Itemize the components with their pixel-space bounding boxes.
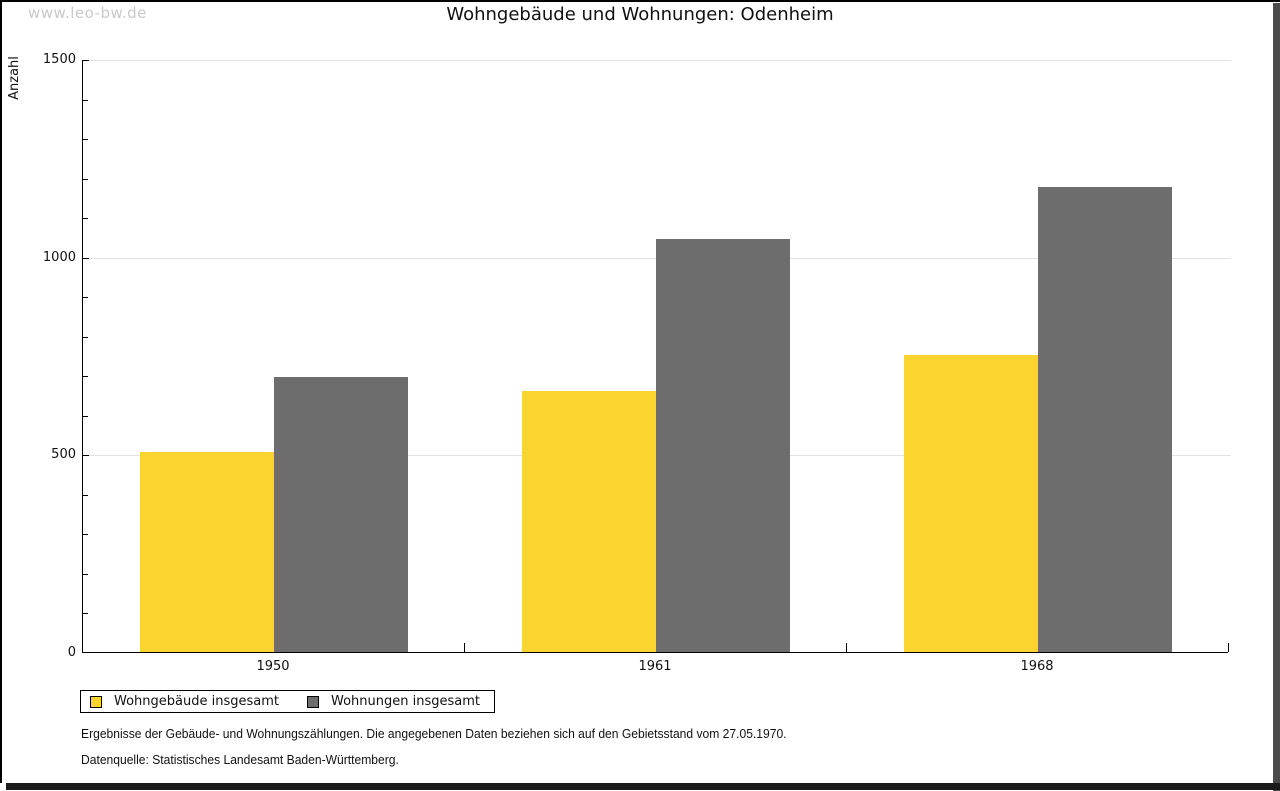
window-border-bottom — [6, 783, 1280, 790]
legend: Wohngebäude insgesamt Wohnungen insgesam… — [80, 690, 495, 713]
y-tick-label-500: 500 — [51, 447, 76, 463]
bar-wohngeb-ude-insgesamt-1961 — [522, 391, 656, 652]
y-tick-600 — [83, 415, 88, 417]
legend-item-wohngebaeude: Wohngebäude insgesamt — [90, 694, 279, 709]
x-category-label-1950: 1950 — [256, 659, 290, 674]
y-tick-1100 — [83, 218, 88, 220]
x-boundary-tick-1 — [464, 643, 465, 652]
y-tick-label-1500: 1500 — [42, 52, 76, 67]
legend-item-wohnungen: Wohnungen insgesamt — [307, 694, 480, 709]
plot-area — [82, 60, 1231, 653]
y-tick-700 — [83, 376, 88, 378]
y-tick-200 — [83, 573, 88, 575]
legend-label: Wohngebäude insgesamt — [114, 694, 279, 709]
y-tick-300 — [83, 534, 88, 536]
bar-wohngeb-ude-insgesamt-1968 — [904, 355, 1038, 652]
x-category-label-1961: 1961 — [638, 659, 672, 674]
legend-swatch-gray-icon — [307, 695, 319, 708]
y-tick-label-0: 0 — [67, 645, 76, 660]
bar-wohngeb-ude-insgesamt-1950 — [140, 452, 274, 652]
x-boundary-tick-3 — [1228, 643, 1229, 652]
bar-wohnungen-insgesamt-1950 — [274, 377, 408, 652]
bar-wohnungen-insgesamt-1968 — [1038, 187, 1172, 652]
window-border-left — [0, 0, 2, 783]
y-tick-800 — [83, 336, 88, 338]
y-tick-100 — [83, 613, 88, 615]
x-category-label-1968: 1968 — [1020, 659, 1054, 674]
y-tick-500 — [83, 455, 89, 457]
y-tick-1400 — [83, 99, 88, 101]
gridline-1500 — [83, 60, 1231, 61]
y-tick-1300 — [83, 139, 88, 141]
y-tick-label-1000: 1000 — [42, 249, 76, 265]
y-tick-900 — [83, 297, 88, 299]
legend-label: Wohnungen insgesamt — [331, 694, 480, 709]
x-boundary-tick-2 — [846, 643, 847, 652]
footnote-data-source: Datenquelle: Statistisches Landesamt Bad… — [81, 752, 399, 767]
page-title: Wohngebäude und Wohnungen: Odenheim — [446, 4, 834, 25]
legend-swatch-yellow-icon — [90, 695, 102, 708]
bar-wohnungen-insgesamt-1961 — [656, 239, 790, 652]
y-tick-1200 — [83, 178, 88, 180]
watermark: www.leo-bw.de — [28, 4, 147, 22]
y-axis-label: Anzahl — [7, 56, 22, 100]
y-tick-1000 — [83, 257, 89, 259]
y-tick-400 — [83, 494, 88, 496]
footnote-source-note: Ergebnisse der Gebäude- und Wohnungszähl… — [81, 726, 787, 741]
window-border-right — [1273, 3, 1280, 791]
window-border-top — [0, 0, 1280, 2]
y-tick-1500 — [83, 60, 89, 61]
